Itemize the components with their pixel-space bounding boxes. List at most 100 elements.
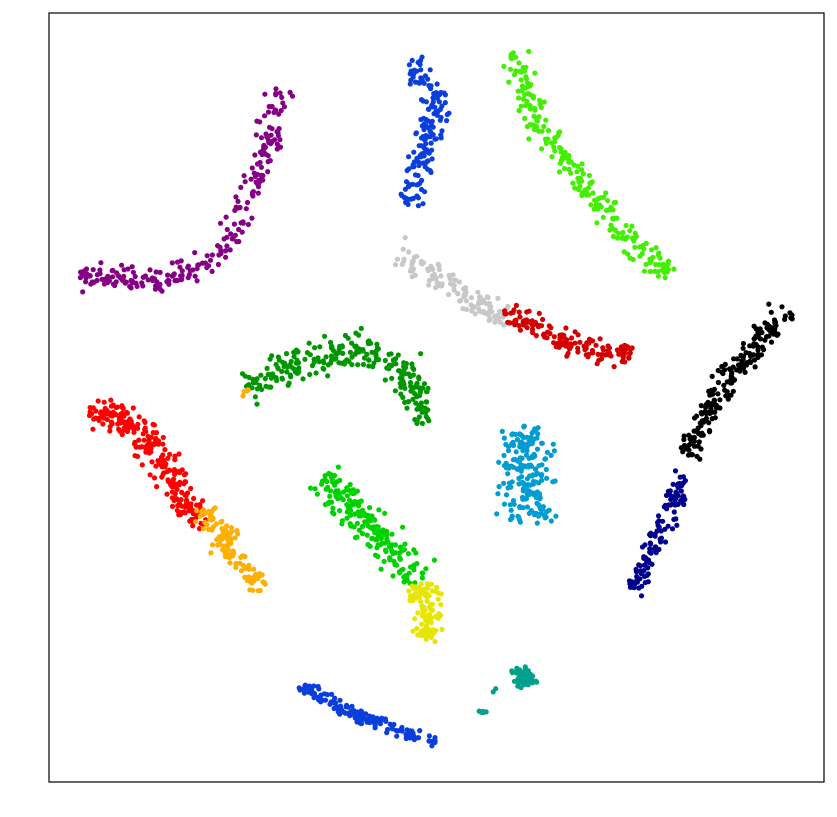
data-point [422, 73, 428, 79]
data-point [429, 156, 435, 162]
data-point [242, 179, 248, 185]
data-point [629, 235, 636, 241]
data-point [424, 399, 430, 405]
data-point [182, 510, 188, 516]
data-point [262, 144, 269, 150]
data-point [418, 116, 424, 123]
data-point [172, 491, 178, 497]
data-point [671, 516, 677, 523]
data-point [425, 158, 431, 164]
data-point [439, 128, 445, 134]
data-point [552, 148, 558, 154]
data-point [445, 291, 452, 298]
data-point [535, 425, 541, 431]
data-point [524, 98, 530, 104]
data-point [403, 199, 409, 205]
data-point [747, 343, 753, 349]
data-point [408, 77, 414, 83]
data-point [493, 686, 499, 692]
data-point [108, 403, 114, 409]
data-point [621, 249, 627, 255]
data-point [332, 695, 338, 701]
data-point [535, 513, 542, 519]
data-point [501, 463, 508, 469]
data-point [389, 531, 395, 537]
data-point [620, 346, 626, 352]
data-point [246, 566, 252, 573]
data-point [244, 383, 251, 389]
data-point [294, 357, 300, 363]
data-point [409, 385, 415, 391]
data-point [593, 342, 599, 348]
data-point [603, 207, 610, 213]
data-point [643, 240, 649, 246]
data-point [681, 433, 687, 439]
data-point [259, 386, 265, 393]
data-point [671, 509, 677, 515]
data-point [160, 434, 166, 441]
data-point [329, 509, 336, 515]
data-point [134, 283, 140, 289]
data-point [394, 256, 401, 262]
data-point [594, 361, 600, 367]
data-point [510, 457, 516, 463]
data-point [503, 492, 510, 498]
data-point [407, 81, 413, 87]
data-point [752, 342, 758, 348]
data-point [260, 172, 266, 179]
data-point [530, 478, 537, 485]
data-point [525, 482, 531, 488]
data-point [501, 63, 507, 69]
data-point [335, 464, 341, 470]
data-point [788, 315, 794, 321]
data-point [670, 481, 676, 487]
data-point [358, 325, 364, 331]
data-point [575, 175, 581, 181]
data-point [424, 581, 430, 587]
data-point [300, 376, 306, 382]
data-point [516, 108, 522, 114]
data-point [572, 185, 578, 191]
data-point [420, 608, 426, 615]
data-point [641, 568, 647, 574]
data-point [402, 541, 408, 547]
data-point [539, 462, 545, 468]
data-point [365, 341, 372, 347]
data-point [419, 575, 425, 581]
data-point [696, 431, 702, 437]
data-point [717, 397, 723, 403]
data-point [585, 185, 592, 191]
data-point [301, 690, 307, 696]
data-point [505, 448, 512, 454]
data-point [391, 721, 397, 728]
data-point [672, 499, 678, 505]
data-point [429, 147, 435, 153]
data-point [155, 284, 161, 290]
data-point [406, 154, 412, 160]
data-point [540, 504, 547, 510]
data-point [495, 312, 501, 318]
data-point [279, 368, 285, 374]
data-point [135, 425, 141, 431]
data-point [742, 369, 748, 375]
data-point [407, 593, 413, 599]
data-point [223, 254, 229, 260]
data-point [508, 484, 514, 490]
data-point [622, 350, 628, 356]
data-point [664, 269, 671, 275]
data-point [531, 428, 537, 434]
data-point [351, 524, 357, 530]
data-point [629, 223, 635, 229]
data-point [524, 504, 531, 510]
data-point [176, 512, 182, 518]
data-point [435, 281, 441, 287]
data-point [142, 425, 148, 431]
data-point [623, 222, 629, 229]
data-point [99, 409, 105, 415]
data-point [409, 258, 416, 264]
data-point [518, 77, 524, 83]
data-point [275, 133, 281, 139]
data-point [418, 351, 424, 357]
data-point [146, 438, 152, 444]
data-point [90, 267, 96, 273]
